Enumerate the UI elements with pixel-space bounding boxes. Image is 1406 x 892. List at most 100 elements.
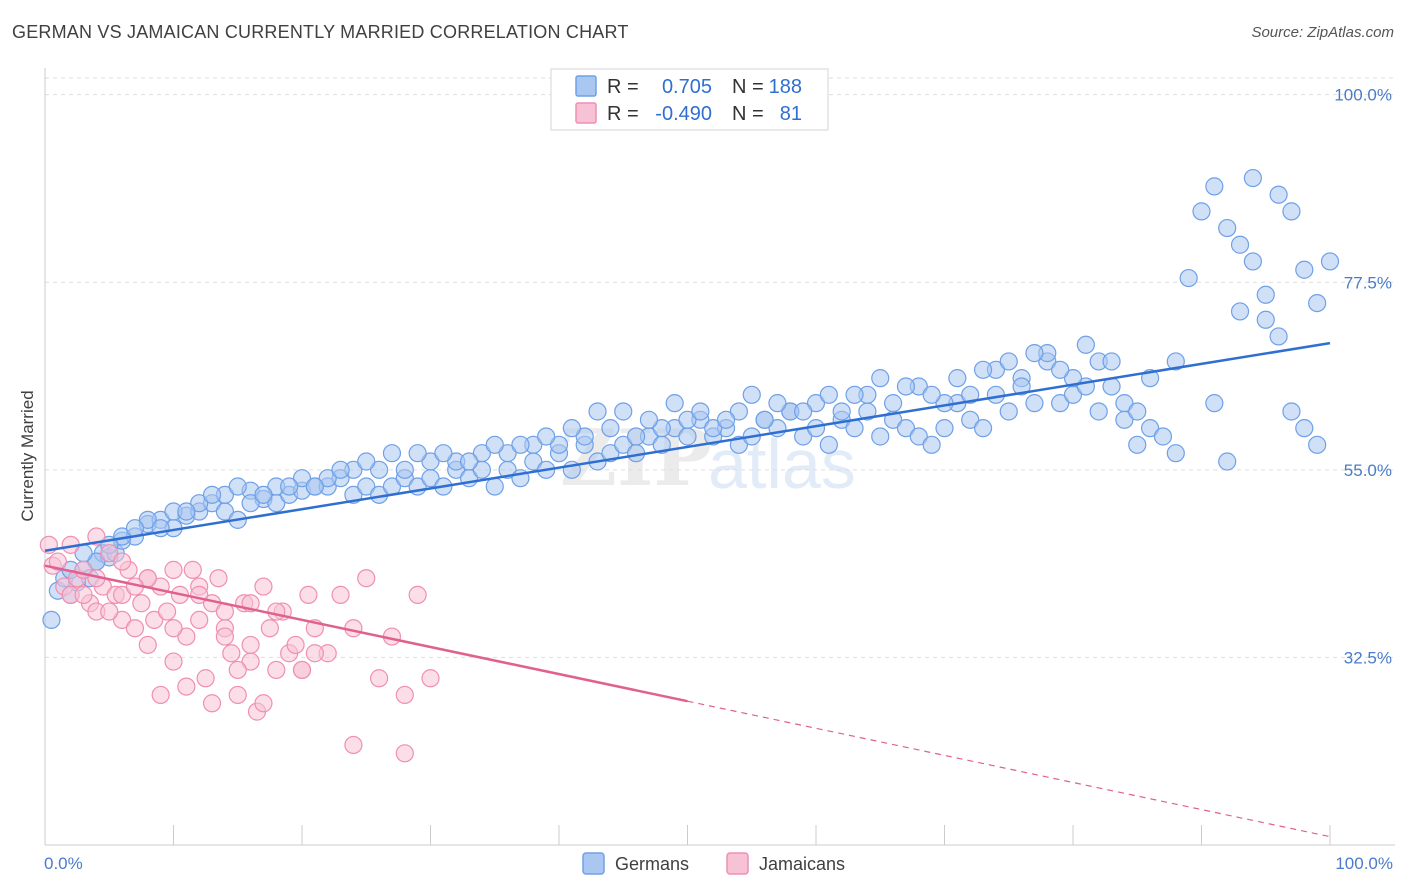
y-tick-label: 55.0% <box>1344 461 1392 480</box>
point-jamaicans <box>260 619 279 638</box>
point-jamaicans <box>48 552 67 571</box>
legend-swatch-germans <box>575 75 597 97</box>
point-jamaicans <box>100 602 119 621</box>
point-germans <box>922 435 941 454</box>
legend-n-value-1: 188 <box>769 76 802 98</box>
point-germans <box>1128 402 1147 421</box>
point-germans <box>1269 327 1288 346</box>
legend-box: R = 0.705 N = 188 R = -0.490 N = 81 <box>550 68 829 131</box>
point-germans <box>1308 435 1327 454</box>
point-germans <box>177 502 196 521</box>
data-points <box>39 168 1340 763</box>
point-germans <box>1128 435 1147 454</box>
legend-n-label-1: N = <box>732 76 764 98</box>
point-germans <box>1115 410 1134 429</box>
point-germans <box>434 444 453 463</box>
point-germans <box>1243 168 1263 188</box>
point-germans <box>472 444 491 463</box>
point-germans <box>678 410 697 429</box>
point-jamaicans <box>164 560 183 579</box>
point-jamaicans <box>151 685 170 705</box>
point-germans <box>755 410 774 429</box>
point-germans <box>729 402 749 421</box>
point-jamaicans <box>395 685 414 705</box>
point-germans <box>1192 202 1211 221</box>
point-germans <box>935 419 954 438</box>
point-germans <box>806 394 826 413</box>
point-jamaicans <box>100 544 119 563</box>
legend-r-label-1: R = <box>607 76 639 98</box>
point-germans <box>973 419 993 438</box>
point-germans <box>331 460 350 479</box>
point-germans <box>1153 427 1173 446</box>
point-jamaicans <box>357 569 376 588</box>
point-germans <box>704 419 723 438</box>
point-germans <box>241 494 260 513</box>
legend-r-value-2: -0.490 <box>655 103 712 125</box>
point-germans <box>1076 335 1095 354</box>
bottom-legend: Germans Jamaicans <box>582 852 845 875</box>
point-germans <box>896 419 916 438</box>
point-jamaicans <box>267 660 286 680</box>
point-germans <box>498 444 517 463</box>
point-germans <box>845 419 864 438</box>
y-tick-label: 32.5% <box>1344 648 1392 667</box>
point-germans <box>1218 218 1237 238</box>
point-jamaicans <box>125 619 145 638</box>
point-germans <box>1230 235 1250 254</box>
point-jamaicans <box>164 652 183 671</box>
y-tick-label: 77.5% <box>1344 273 1392 292</box>
bottom-legend-swatch-jamaicans <box>726 852 749 875</box>
point-germans <box>1269 185 1288 204</box>
point-germans <box>1179 268 1198 288</box>
point-germans <box>961 410 980 429</box>
point-germans <box>909 427 928 446</box>
point-germans <box>845 385 864 404</box>
point-germans <box>562 419 581 438</box>
point-germans <box>973 360 993 379</box>
point-germans <box>305 477 324 496</box>
point-jamaicans <box>112 585 132 604</box>
point-germans <box>370 460 389 479</box>
point-germans <box>626 427 646 446</box>
point-germans <box>896 377 916 396</box>
point-germans <box>948 369 967 388</box>
point-jamaicans <box>305 644 324 663</box>
gridlines <box>45 77 1395 658</box>
point-germans <box>871 427 890 446</box>
point-germans <box>1320 252 1340 271</box>
point-germans <box>614 435 633 454</box>
point-germans <box>1012 377 1031 396</box>
point-germans <box>228 477 247 496</box>
point-germans <box>1166 444 1185 463</box>
point-jamaicans <box>202 694 222 713</box>
point-germans <box>961 385 980 404</box>
point-germans <box>716 410 736 429</box>
point-germans <box>1256 310 1275 329</box>
point-jamaicans <box>331 585 350 604</box>
point-germans <box>280 477 299 496</box>
point-germans <box>408 444 427 463</box>
point-germans <box>537 427 556 446</box>
point-jamaicans <box>215 627 234 646</box>
point-jamaicans <box>164 619 183 638</box>
legend-r-value-1: 0.705 <box>662 76 712 98</box>
point-jamaicans <box>177 677 196 696</box>
point-germans <box>819 385 838 404</box>
point-jamaicans <box>254 694 273 713</box>
point-jamaicans <box>408 585 427 604</box>
watermark-atlas: atlas <box>708 425 856 503</box>
point-germans <box>292 469 312 488</box>
point-germans <box>395 460 414 479</box>
point-germans <box>575 427 594 446</box>
x-tick-label-min: 0.0% <box>44 854 83 873</box>
point-germans <box>883 394 903 413</box>
chart-title: GERMAN VS JAMAICAN CURRENTLY MARRIED COR… <box>12 22 629 42</box>
point-germans <box>190 494 209 513</box>
point-germans <box>42 610 61 630</box>
point-jamaicans <box>344 735 363 755</box>
point-germans <box>1243 252 1263 271</box>
point-germans <box>1166 352 1185 371</box>
point-germans <box>202 485 222 504</box>
point-jamaicans <box>292 660 312 680</box>
